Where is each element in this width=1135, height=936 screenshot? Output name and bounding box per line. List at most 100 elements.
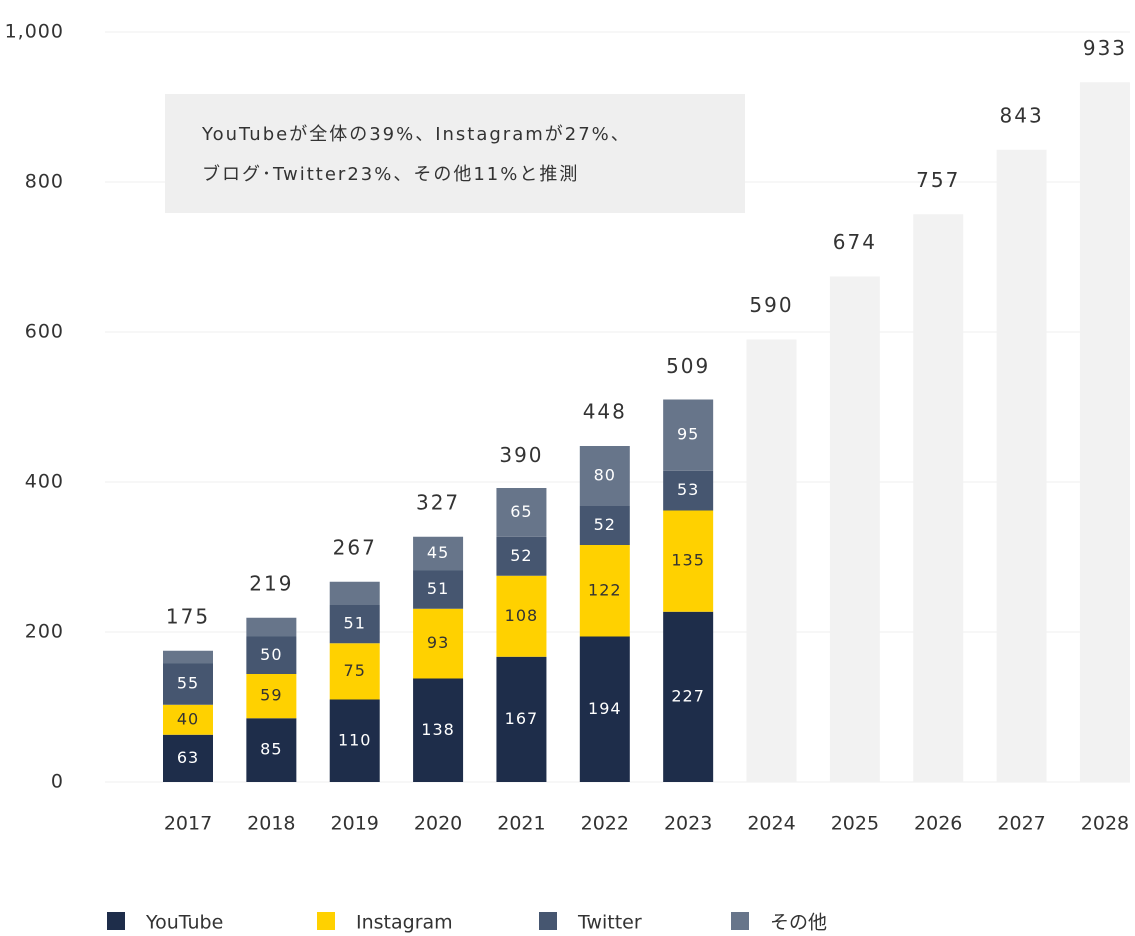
total-label: 327 — [416, 490, 460, 514]
segment-label: 63 — [177, 748, 199, 767]
segment-label: 194 — [588, 699, 622, 718]
segment-label: 52 — [510, 546, 532, 565]
total-label: 267 — [333, 535, 377, 559]
x-tick-label: 2025 — [831, 813, 879, 835]
annotation-box — [165, 94, 745, 213]
total-label: 590 — [749, 293, 793, 317]
bar-segment — [663, 611, 714, 782]
bar-segment — [663, 470, 714, 511]
bar-segment — [246, 674, 297, 719]
bar-segment — [413, 536, 464, 571]
total-label: 448 — [583, 400, 627, 424]
total-label: 390 — [499, 443, 543, 467]
bar-segment — [663, 399, 714, 471]
bar-segment — [329, 643, 380, 700]
segment-label: 50 — [260, 645, 282, 664]
segment-label: 95 — [677, 425, 699, 444]
segment-label: 51 — [427, 579, 449, 598]
bar-segment — [413, 678, 464, 782]
segment-label: 167 — [505, 709, 539, 728]
forecast-bar — [829, 276, 880, 782]
total-label: 674 — [833, 230, 877, 254]
bar-segment — [246, 718, 297, 782]
bar-segment — [496, 536, 547, 576]
bar-segment — [496, 575, 547, 657]
bar-segment — [163, 650, 213, 664]
total-label: 933 — [1083, 36, 1127, 60]
bar-segment — [413, 570, 464, 609]
y-tick-label: 0 — [51, 771, 64, 793]
total-label: 175 — [166, 604, 210, 628]
segment-label: 65 — [510, 502, 532, 521]
bar-segment — [579, 636, 630, 782]
total-label: 509 — [666, 354, 710, 378]
segment-label: 40 — [177, 709, 199, 728]
total-label: 757 — [916, 168, 960, 192]
x-tick-label: 2022 — [581, 813, 629, 835]
legend-swatch — [317, 912, 335, 930]
annotation: YouTubeが全体の39%、Instagramが27%、 — [201, 124, 631, 145]
x-tick-label: 2023 — [664, 813, 712, 835]
total-label: 843 — [1000, 103, 1044, 127]
bar-segment — [163, 734, 213, 782]
segment-label: 52 — [594, 515, 616, 534]
x-tick-label: 2019 — [331, 813, 379, 835]
segment-label: 122 — [588, 580, 622, 599]
x-tick-label: 2026 — [914, 813, 962, 835]
bar-segment — [163, 704, 213, 735]
bar-segment — [663, 510, 714, 612]
x-tick-label: 2020 — [414, 813, 462, 835]
segment-label: 138 — [421, 720, 455, 739]
segment-label: 51 — [344, 614, 366, 633]
forecast-bar — [913, 214, 964, 782]
bar-segment — [579, 545, 630, 637]
legend-label: Instagram — [356, 912, 453, 934]
x-tick-label: 2028 — [1081, 813, 1129, 835]
segment-label: 80 — [594, 466, 616, 485]
segment-label: 59 — [260, 686, 282, 705]
x-tick-label: 2017 — [164, 813, 212, 835]
forecast-bar — [1079, 82, 1130, 782]
bar-segment — [496, 656, 547, 782]
legend-swatch — [731, 912, 749, 930]
x-tick-label: 2018 — [247, 813, 295, 835]
legend-swatch — [539, 912, 557, 930]
bar-segment — [579, 446, 630, 506]
legend-swatch — [107, 912, 125, 930]
bar-segment — [246, 636, 297, 674]
bar-segment — [329, 581, 380, 605]
segment-label: 110 — [338, 730, 372, 749]
segment-label: 135 — [671, 551, 705, 570]
legend-label: Twitter — [577, 912, 642, 934]
forecast-bar — [746, 339, 797, 782]
y-tick-label: 200 — [25, 621, 64, 643]
bar-segment — [246, 617, 297, 637]
y-tick-label: 800 — [25, 171, 64, 193]
legend-label: その他 — [770, 912, 827, 934]
segment-label: 227 — [671, 686, 705, 705]
annotation: ブログ･Twitter23%、その他11%と推測 — [202, 163, 579, 185]
segment-label: 85 — [260, 740, 282, 759]
bar-segment — [163, 663, 213, 705]
bar-segment — [329, 605, 380, 644]
segment-label: 53 — [677, 480, 699, 499]
segment-label: 75 — [344, 661, 366, 680]
segment-label: 55 — [177, 674, 199, 693]
y-tick-label: 1,000 — [5, 21, 64, 43]
x-tick-label: 2024 — [747, 813, 795, 835]
forecast-bar — [996, 149, 1047, 782]
bar-segment — [329, 699, 380, 782]
bar-segment — [496, 488, 547, 537]
y-tick-label: 400 — [25, 471, 64, 493]
bar-segment — [579, 506, 630, 545]
segment-label: 93 — [427, 633, 449, 652]
segment-label: 108 — [505, 606, 539, 625]
x-tick-label: 2027 — [997, 813, 1045, 835]
x-tick-label: 2021 — [497, 813, 545, 835]
segment-label: 45 — [427, 543, 449, 562]
total-label: 219 — [249, 571, 293, 595]
legend-label: YouTube — [145, 912, 223, 934]
y-tick-label: 600 — [25, 321, 64, 343]
bar-segment — [413, 608, 464, 679]
